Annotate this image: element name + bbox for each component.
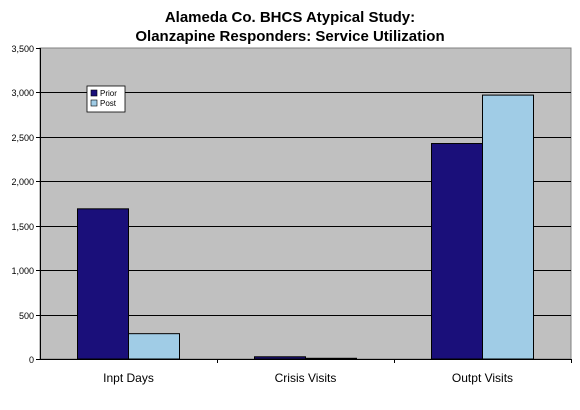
y-tick-label: 2,000 [11,177,34,187]
y-tick-label: 500 [19,311,34,321]
y-tick-label: 3,000 [11,88,34,98]
y-tick-label: 1,500 [11,222,34,232]
legend-label-post: Post [100,99,117,108]
legend-swatch-post [90,99,98,107]
chart-title-line-2: Olanzapine Responders: Service Utilizati… [135,28,445,45]
bar-prior-2 [431,143,483,360]
y-tick-label: 1,000 [11,266,34,276]
legend-swatch-prior [90,89,98,97]
bar-post-1 [305,357,357,360]
x-tick-label: Outpt Visits [452,371,513,385]
chart-title-line-1: Alameda Co. BHCS Atypical Study: [164,9,416,26]
x-tick-label: Inpt Days [103,371,154,385]
y-tick-label: 3,500 [11,44,34,54]
bar-prior-0 [77,208,129,360]
bar-prior-1 [254,356,306,360]
x-tick-label: Crisis Visits [275,371,337,385]
bar-post-0 [128,333,180,360]
legend-label-prior: Prior [100,89,117,98]
y-tick-label: 2,500 [11,133,34,143]
y-tick-label: 0 [29,355,34,365]
bar-post-2 [482,94,534,360]
